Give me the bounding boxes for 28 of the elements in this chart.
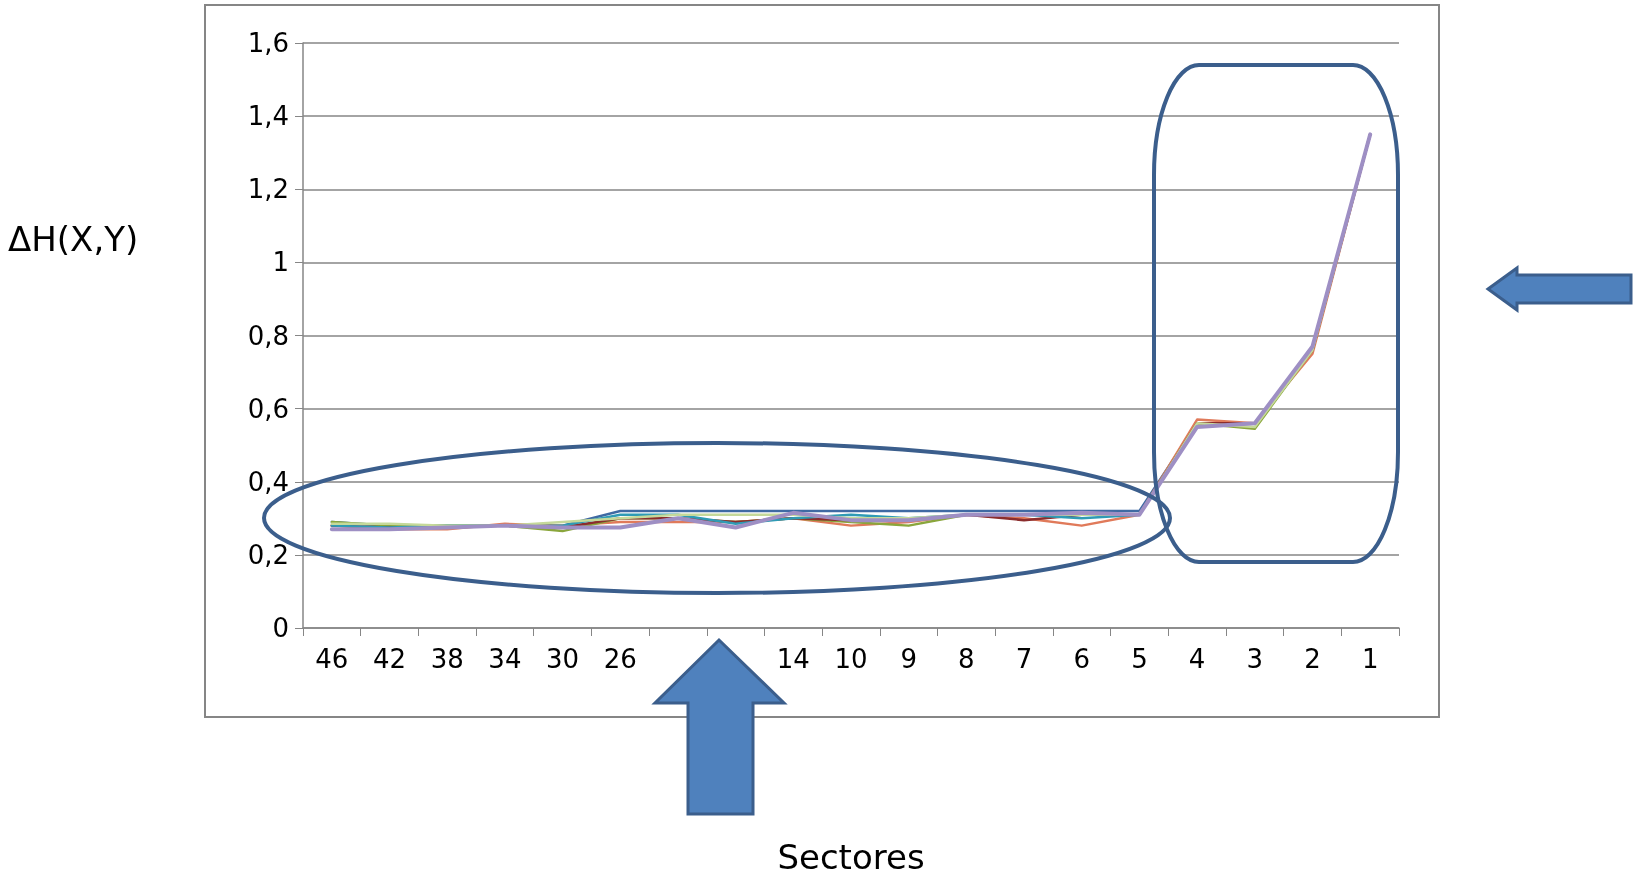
x-tick-label: 42 — [372, 644, 407, 674]
x-tick-label: 26 — [603, 644, 637, 674]
x-tick-label: 38 — [430, 644, 464, 674]
y-tick-label: 1,2 — [247, 174, 289, 205]
y-tick-label: 0 — [272, 613, 289, 643]
x-tick-label: 10 — [834, 644, 868, 674]
x-tick-label: 4 — [1188, 644, 1206, 674]
x-tick-label: 9 — [900, 644, 917, 674]
y-tick-label: 1,6 — [247, 28, 289, 58]
x-tick-label: 1 — [1361, 644, 1379, 674]
y-tick-label: 0,4 — [247, 466, 289, 497]
y-tick-label: 1,4 — [247, 101, 289, 132]
x-tick-label: 6 — [1073, 644, 1091, 674]
x-tick-label: 5 — [1131, 644, 1148, 674]
x-tick-label: 8 — [958, 644, 975, 674]
x-tick-label: 7 — [1015, 644, 1033, 674]
y-axis-title: ΔH(X,Y) — [8, 219, 139, 259]
x-tick-label: 3 — [1246, 644, 1264, 674]
x-tick-label: 14 — [776, 644, 810, 674]
y-tick-label: 0,8 — [247, 320, 289, 351]
x-tick-label: 2 — [1304, 644, 1321, 674]
y-tick-label: 0,6 — [247, 393, 289, 424]
x-tick-label: 30 — [546, 644, 580, 674]
x-axis-title: Sectores — [777, 837, 925, 877]
y-tick-label: 1 — [272, 247, 289, 278]
y-tick-label: 0,2 — [247, 539, 289, 570]
x-tick-label: 46 — [315, 644, 349, 674]
x-tick-label: 34 — [488, 644, 522, 674]
